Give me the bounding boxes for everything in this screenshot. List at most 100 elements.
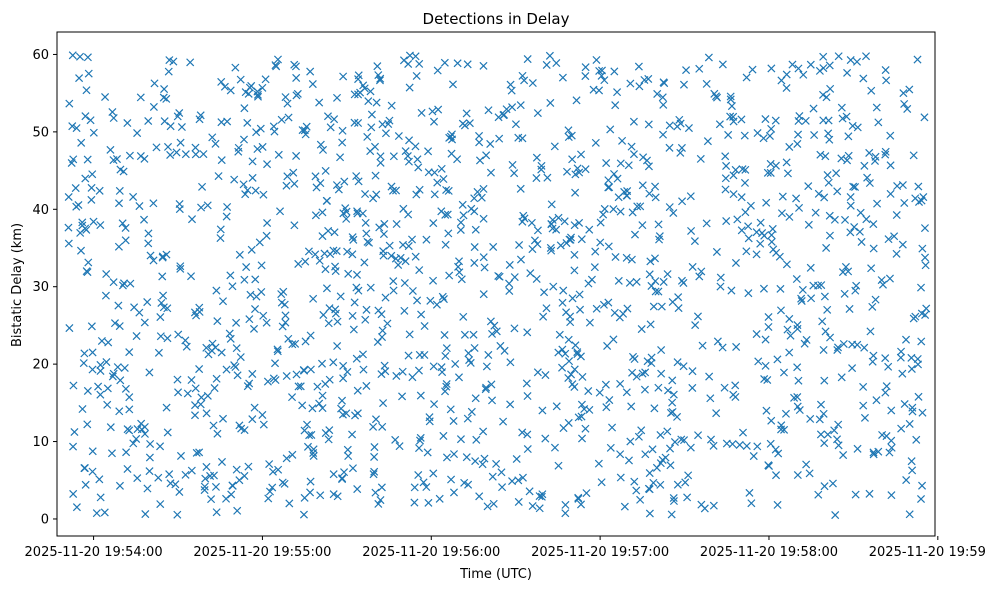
data-point [323,112,332,121]
data-point [766,168,775,177]
data-point [322,196,332,205]
data-point [245,315,254,324]
data-point [859,74,868,83]
data-point [627,255,636,264]
data-point [761,361,770,370]
data-point [348,250,357,259]
data-point [528,501,537,511]
data-point [329,470,338,479]
data-point [821,327,830,336]
data-point [259,420,268,429]
data-point [705,372,714,381]
data-point [914,182,923,191]
data-point [232,344,241,353]
data-point [477,193,486,202]
data-point [404,157,413,166]
data-point [268,467,277,476]
data-point [616,450,625,459]
data-point [255,238,264,247]
data-point [84,258,93,267]
data-point [352,354,361,363]
data-point [103,384,112,393]
data-point [187,272,196,281]
data-point [547,219,556,229]
data-point [306,477,315,486]
data-point [95,186,104,195]
data-point [591,247,600,256]
data-point [340,177,349,186]
data-point [348,464,357,473]
data-point [441,210,450,219]
data-point [860,161,869,170]
data-point [795,112,804,121]
data-point [299,365,308,375]
data-point [145,453,154,462]
data-point [424,147,433,156]
data-point [463,60,472,69]
data-point [359,365,368,374]
data-point [566,312,575,321]
data-point [502,105,511,114]
data-point [669,497,678,506]
data-point [516,255,525,264]
data-point [630,477,639,486]
data-point [239,180,248,189]
data-point [291,339,300,348]
data-point [806,263,815,272]
data-point [311,250,320,259]
data-point [498,483,507,492]
data-point [271,376,280,385]
data-point [785,212,794,221]
data-point [123,118,132,128]
data-point [654,383,663,392]
data-point [584,387,593,396]
data-point [833,435,842,444]
data-point [449,450,459,459]
data-point [877,276,886,285]
data-point [562,167,572,176]
data-point [86,116,95,125]
data-point [115,322,124,331]
data-point [213,429,222,438]
data-point [833,345,842,355]
data-point [429,276,438,285]
data-point [763,375,772,385]
data-point [456,225,465,235]
data-point [211,139,220,148]
data-point [887,436,896,445]
data-point [792,194,801,203]
data-point [405,136,414,145]
data-point [749,452,758,461]
data-point [217,156,226,165]
data-point [438,292,447,301]
data-point [582,489,591,498]
data-point [226,334,235,343]
data-point [641,450,650,459]
data-point [581,72,590,81]
data-point [523,55,532,64]
data-point [660,79,669,88]
data-point [564,335,573,344]
data-point [528,79,537,88]
data-point [462,453,471,462]
data-point [881,388,890,397]
data-point [900,99,909,109]
data-point [558,298,567,307]
data-point [568,294,577,303]
data-point [882,76,891,85]
data-point [333,342,342,351]
data-point [811,208,820,217]
data-point [332,181,341,190]
data-point [706,394,715,403]
data-point [83,420,92,429]
data-point [75,74,84,83]
data-point [283,99,292,108]
data-point [484,350,493,359]
data-point [833,343,843,352]
data-point [665,203,674,212]
data-point [510,169,519,178]
data-point [916,494,926,504]
data-point [259,190,268,199]
data-point [826,84,835,93]
data-point [175,200,184,209]
